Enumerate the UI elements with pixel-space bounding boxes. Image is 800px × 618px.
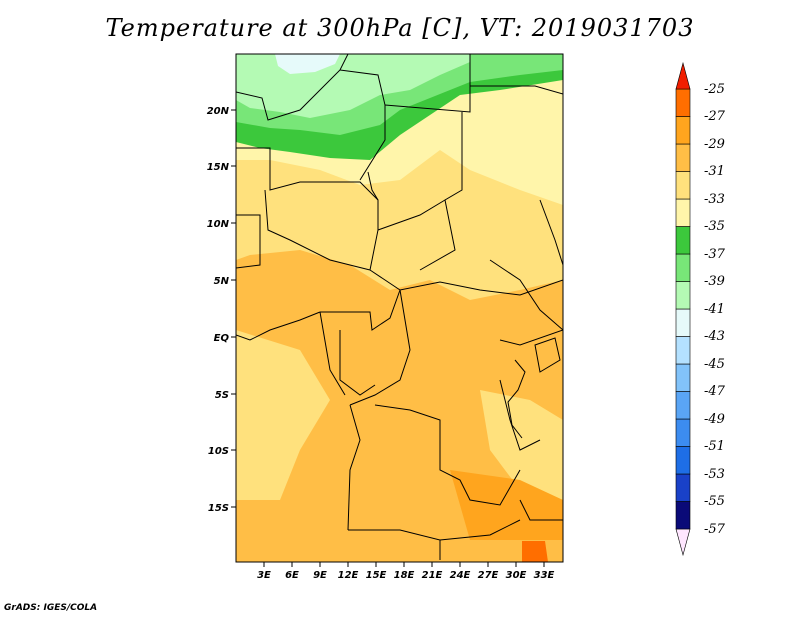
- colorbar-swatch: [675, 143, 691, 172]
- lon-label: 15E: [366, 570, 387, 581]
- colorbar-label: -37: [704, 247, 726, 262]
- colorbar-label: -53: [704, 467, 725, 482]
- lon-label: 3E: [257, 570, 271, 581]
- colorbar-label: -47: [704, 384, 726, 399]
- colorbar-swatch: [675, 226, 691, 255]
- border-line: [236, 311, 321, 341]
- colorbar-label: -39: [704, 274, 725, 289]
- colorbar-swatch: [675, 528, 691, 557]
- grads-credit: GrADS: IGES/COLA: [4, 603, 98, 613]
- colorbar-label: -29: [704, 137, 725, 152]
- colorbar-swatch: [675, 446, 691, 475]
- colorbar-label: -49: [704, 412, 725, 427]
- border-line: [519, 499, 563, 521]
- colorbar-swatch: [675, 171, 691, 200]
- border-line: [347, 404, 361, 531]
- colorbar-label: -45: [704, 357, 725, 372]
- colorbar-swatch: [675, 253, 691, 282]
- border-line: [319, 311, 346, 396]
- colorbar-label: -43: [704, 329, 725, 344]
- colorbar-swatch: [675, 88, 691, 117]
- colorbar-swatch: [675, 116, 691, 145]
- lon-label: 30E: [506, 570, 527, 581]
- colorbar-swatch: [675, 198, 691, 227]
- lon-label: 18E: [394, 570, 415, 581]
- colorbar-swatch: [675, 61, 691, 90]
- colorbar-label: -33: [704, 192, 725, 207]
- border-line: [367, 171, 379, 201]
- border-line: [348, 529, 441, 560]
- colorbar-label: -31: [704, 164, 725, 179]
- colorbar-swatch: [675, 281, 691, 310]
- border-line: [499, 329, 563, 346]
- lon-label: 6E: [285, 570, 299, 581]
- lon-label: 24E: [450, 570, 471, 581]
- colorbar-label: -35: [704, 219, 725, 234]
- border-line: [439, 519, 521, 541]
- region-red-orange: [522, 541, 548, 562]
- colorbar-label: -27: [704, 109, 726, 124]
- border-line: [264, 189, 371, 271]
- region-light-orange-south: [236, 330, 330, 500]
- lat-label: 10N: [207, 219, 230, 230]
- lat-label: 15S: [208, 503, 229, 514]
- lon-label: 27E: [478, 570, 499, 581]
- border-line: [236, 214, 261, 269]
- colorbar-swatch: [675, 391, 691, 420]
- border-line: [369, 269, 563, 296]
- country-borders: [236, 54, 563, 560]
- colorbar: [675, 61, 691, 557]
- border-line: [539, 199, 563, 266]
- colorbar-swatch: [675, 418, 691, 447]
- border-line: [489, 259, 563, 331]
- lat-label: EQ: [214, 333, 230, 344]
- latitude-axis: 20N 15N 10N 5N EQ 5S 10S 15S: [207, 106, 236, 514]
- colorbar-label: -57: [704, 522, 726, 537]
- lat-label: 20N: [207, 106, 230, 117]
- border-line: [507, 359, 526, 439]
- border-line: [374, 404, 521, 506]
- lon-label: 9E: [313, 570, 327, 581]
- border-line: [236, 54, 349, 121]
- region-deep-orange: [450, 470, 563, 540]
- map-fill: [236, 54, 563, 562]
- lon-label: 33E: [534, 570, 555, 581]
- border-line: [384, 54, 471, 113]
- border-line: [377, 199, 446, 231]
- border-line: [470, 85, 563, 95]
- border-line: [349, 289, 411, 406]
- region-cold-north: [275, 54, 340, 74]
- lon-label: 12E: [338, 570, 359, 581]
- colorbar-swatch: [675, 308, 691, 337]
- lat-label: 10S: [208, 446, 229, 457]
- lon-label: 21E: [422, 570, 443, 581]
- colorbar-label: -55: [704, 494, 725, 509]
- colorbar-label: -25: [704, 82, 725, 97]
- border-line: [236, 147, 379, 271]
- border-line: [534, 337, 561, 373]
- colorbar-swatch: [675, 473, 691, 502]
- border-line: [339, 330, 376, 396]
- colorbar-labels: -25 -27 -29 -31 -33 -35 -37 -39 -41 -43 …: [704, 82, 726, 537]
- lat-label: 15N: [207, 162, 230, 173]
- colorbar-swatch: [675, 336, 691, 365]
- colorbar-label: -51: [704, 439, 725, 454]
- colorbar-label: -41: [704, 302, 725, 317]
- border-line: [320, 289, 401, 331]
- map-frame: [235, 53, 564, 563]
- colorbar-swatch: [675, 363, 691, 392]
- colorbar-swatch: [675, 501, 691, 530]
- lat-label: 5S: [215, 390, 229, 401]
- chart-title: Temperature at 300hPa [C], VT: 201903170…: [105, 14, 695, 42]
- longitude-axis: 3E 6E 9E 12E 15E 18E 21E 24E 27E 30E 33E: [257, 562, 555, 581]
- lat-label: 5N: [214, 276, 230, 287]
- border-line: [499, 379, 541, 451]
- region-light-orange-east: [480, 390, 563, 500]
